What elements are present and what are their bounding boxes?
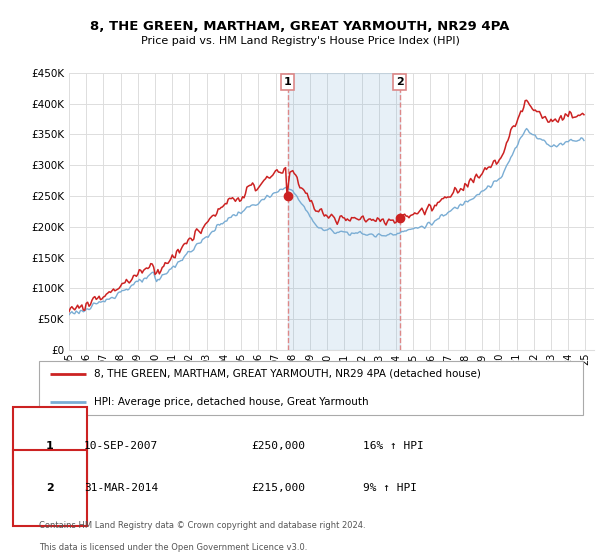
Text: This data is licensed under the Open Government Licence v3.0.: This data is licensed under the Open Gov…: [38, 543, 307, 552]
Text: 10-SEP-2007: 10-SEP-2007: [84, 441, 158, 451]
Text: HPI: Average price, detached house, Great Yarmouth: HPI: Average price, detached house, Grea…: [94, 397, 369, 407]
Text: 8, THE GREEN, MARTHAM, GREAT YARMOUTH, NR29 4PA: 8, THE GREEN, MARTHAM, GREAT YARMOUTH, N…: [91, 20, 509, 32]
Text: 16% ↑ HPI: 16% ↑ HPI: [363, 441, 424, 451]
Text: 2: 2: [396, 77, 404, 87]
Text: 31-MAR-2014: 31-MAR-2014: [84, 483, 158, 493]
Text: 9% ↑ HPI: 9% ↑ HPI: [363, 483, 417, 493]
Text: 8, THE GREEN, MARTHAM, GREAT YARMOUTH, NR29 4PA (detached house): 8, THE GREEN, MARTHAM, GREAT YARMOUTH, N…: [94, 368, 481, 379]
Text: £215,000: £215,000: [251, 483, 305, 493]
Text: £250,000: £250,000: [251, 441, 305, 451]
Text: 2: 2: [46, 483, 53, 493]
Text: 1: 1: [46, 441, 53, 451]
Bar: [288, 73, 400, 350]
Text: Contains HM Land Registry data © Crown copyright and database right 2024.: Contains HM Land Registry data © Crown c…: [38, 521, 365, 530]
Text: Price paid vs. HM Land Registry's House Price Index (HPI): Price paid vs. HM Land Registry's House …: [140, 36, 460, 46]
Text: 1: 1: [284, 77, 292, 87]
